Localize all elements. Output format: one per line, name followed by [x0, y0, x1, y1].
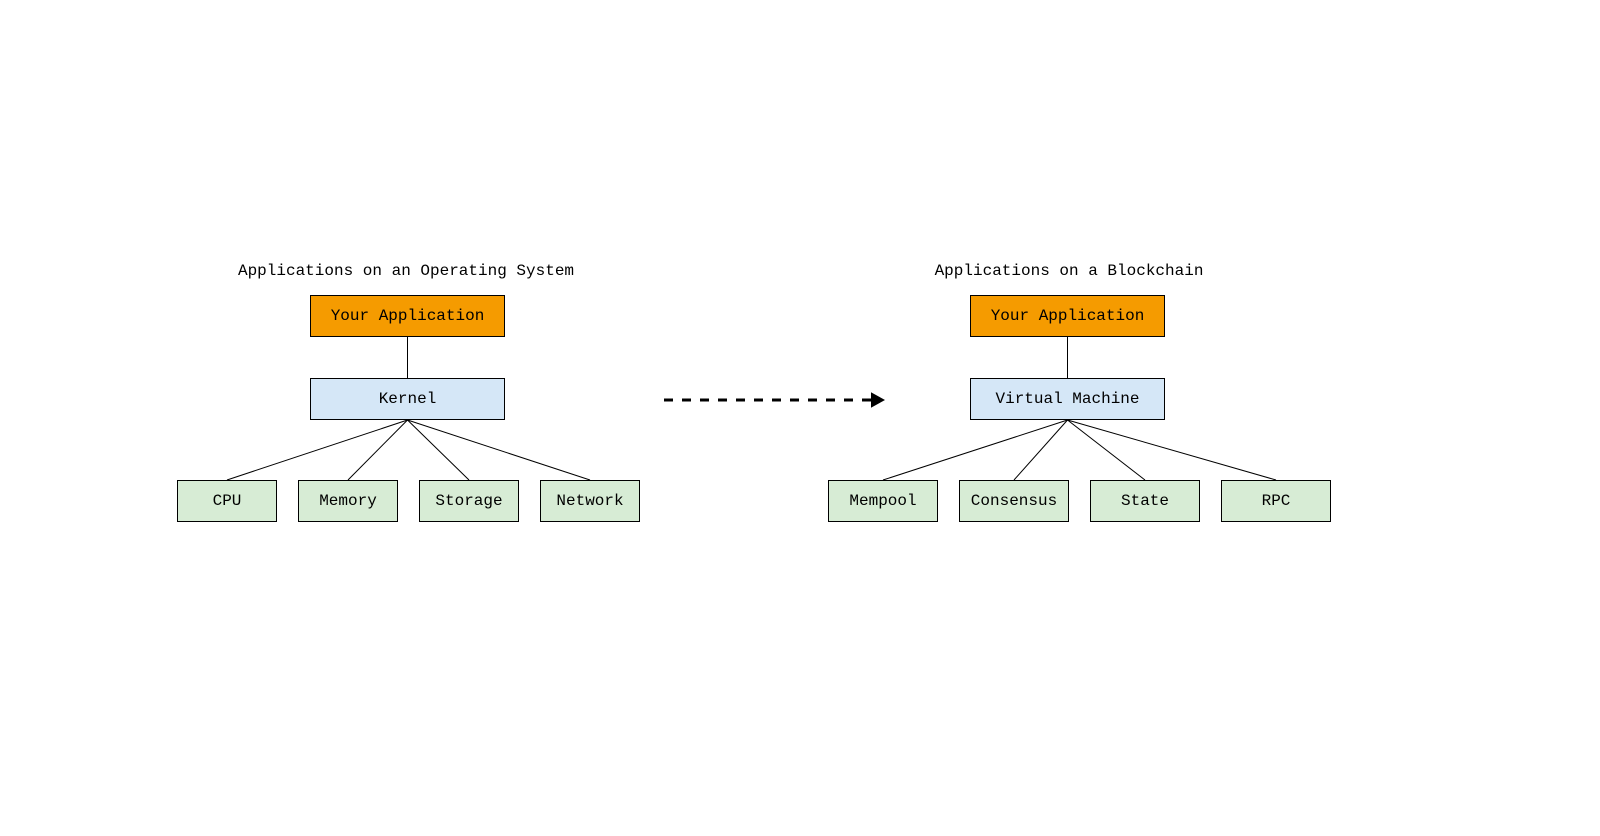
- right-leaf-0-label: Mempool: [849, 492, 916, 510]
- right-app-box: Your Application: [970, 295, 1165, 337]
- left-leaf-2: Storage: [419, 480, 519, 522]
- right-leaf-3: RPC: [1221, 480, 1331, 522]
- left-title: Applications on an Operating System: [206, 262, 606, 280]
- left-app-box: Your Application: [310, 295, 505, 337]
- left-mid-label: Kernel: [379, 390, 437, 408]
- diagram-stage: { "canvas": { "width": 1600, "height": 8…: [0, 0, 1600, 836]
- right-title: Applications on a Blockchain: [869, 262, 1269, 280]
- left-mid-box: Kernel: [310, 378, 505, 420]
- left-leaf-0-label: CPU: [213, 492, 242, 510]
- right-app-label: Your Application: [991, 307, 1145, 325]
- right-mid-label: Virtual Machine: [995, 390, 1139, 408]
- right-leaf-3-label: RPC: [1262, 492, 1291, 510]
- left-app-label: Your Application: [331, 307, 485, 325]
- right-mid-box: Virtual Machine: [970, 378, 1165, 420]
- left-leaf-1: Memory: [298, 480, 398, 522]
- left-leaf-1-label: Memory: [319, 492, 377, 510]
- right-leaf-2: State: [1090, 480, 1200, 522]
- left-leaf-3: Network: [540, 480, 640, 522]
- left-leaf-2-label: Storage: [435, 492, 502, 510]
- right-leaf-1-label: Consensus: [971, 492, 1057, 510]
- edges-svg: [0, 0, 1600, 836]
- left-leaf-3-label: Network: [556, 492, 623, 510]
- left-leaf-0: CPU: [177, 480, 277, 522]
- right-leaf-2-label: State: [1121, 492, 1169, 510]
- right-leaf-0: Mempool: [828, 480, 938, 522]
- right-leaf-1: Consensus: [959, 480, 1069, 522]
